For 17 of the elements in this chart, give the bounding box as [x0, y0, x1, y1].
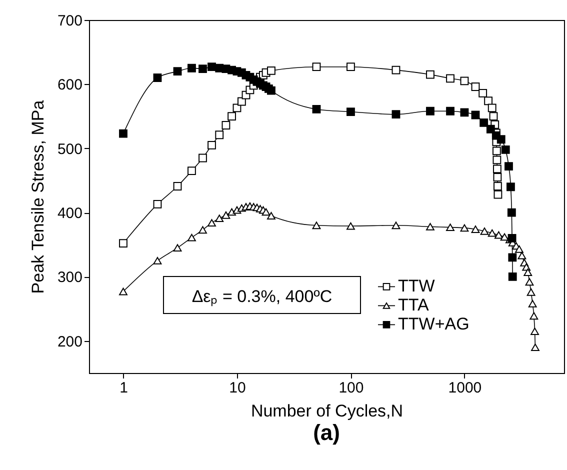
legend-label: TTW: [398, 276, 435, 296]
x-tick-label: 100: [338, 380, 364, 396]
y-tick-label: 200: [57, 333, 82, 350]
y-tick-label: 300: [57, 269, 82, 286]
legend-label: TTW+AG: [398, 314, 470, 334]
y-axis-title: Peak Tensile Stress, MPa: [28, 100, 48, 294]
y-tick-label: 600: [57, 76, 82, 94]
text: (a): [313, 420, 340, 445]
y-tick-label: 400: [57, 205, 82, 222]
x-tick-label: 1000: [448, 380, 482, 396]
x-axis-title: Number of Cycles,N: [250, 402, 404, 420]
x-tick-label: 10: [229, 380, 246, 396]
legend-label: TTA: [398, 296, 430, 315]
y-tick-label: 500: [57, 140, 82, 158]
note-box: Δεₚ = 0.3%, 400ºC: [163, 276, 361, 314]
y-tick-label: 700: [57, 12, 82, 30]
x-tick-label: 1: [120, 380, 128, 396]
